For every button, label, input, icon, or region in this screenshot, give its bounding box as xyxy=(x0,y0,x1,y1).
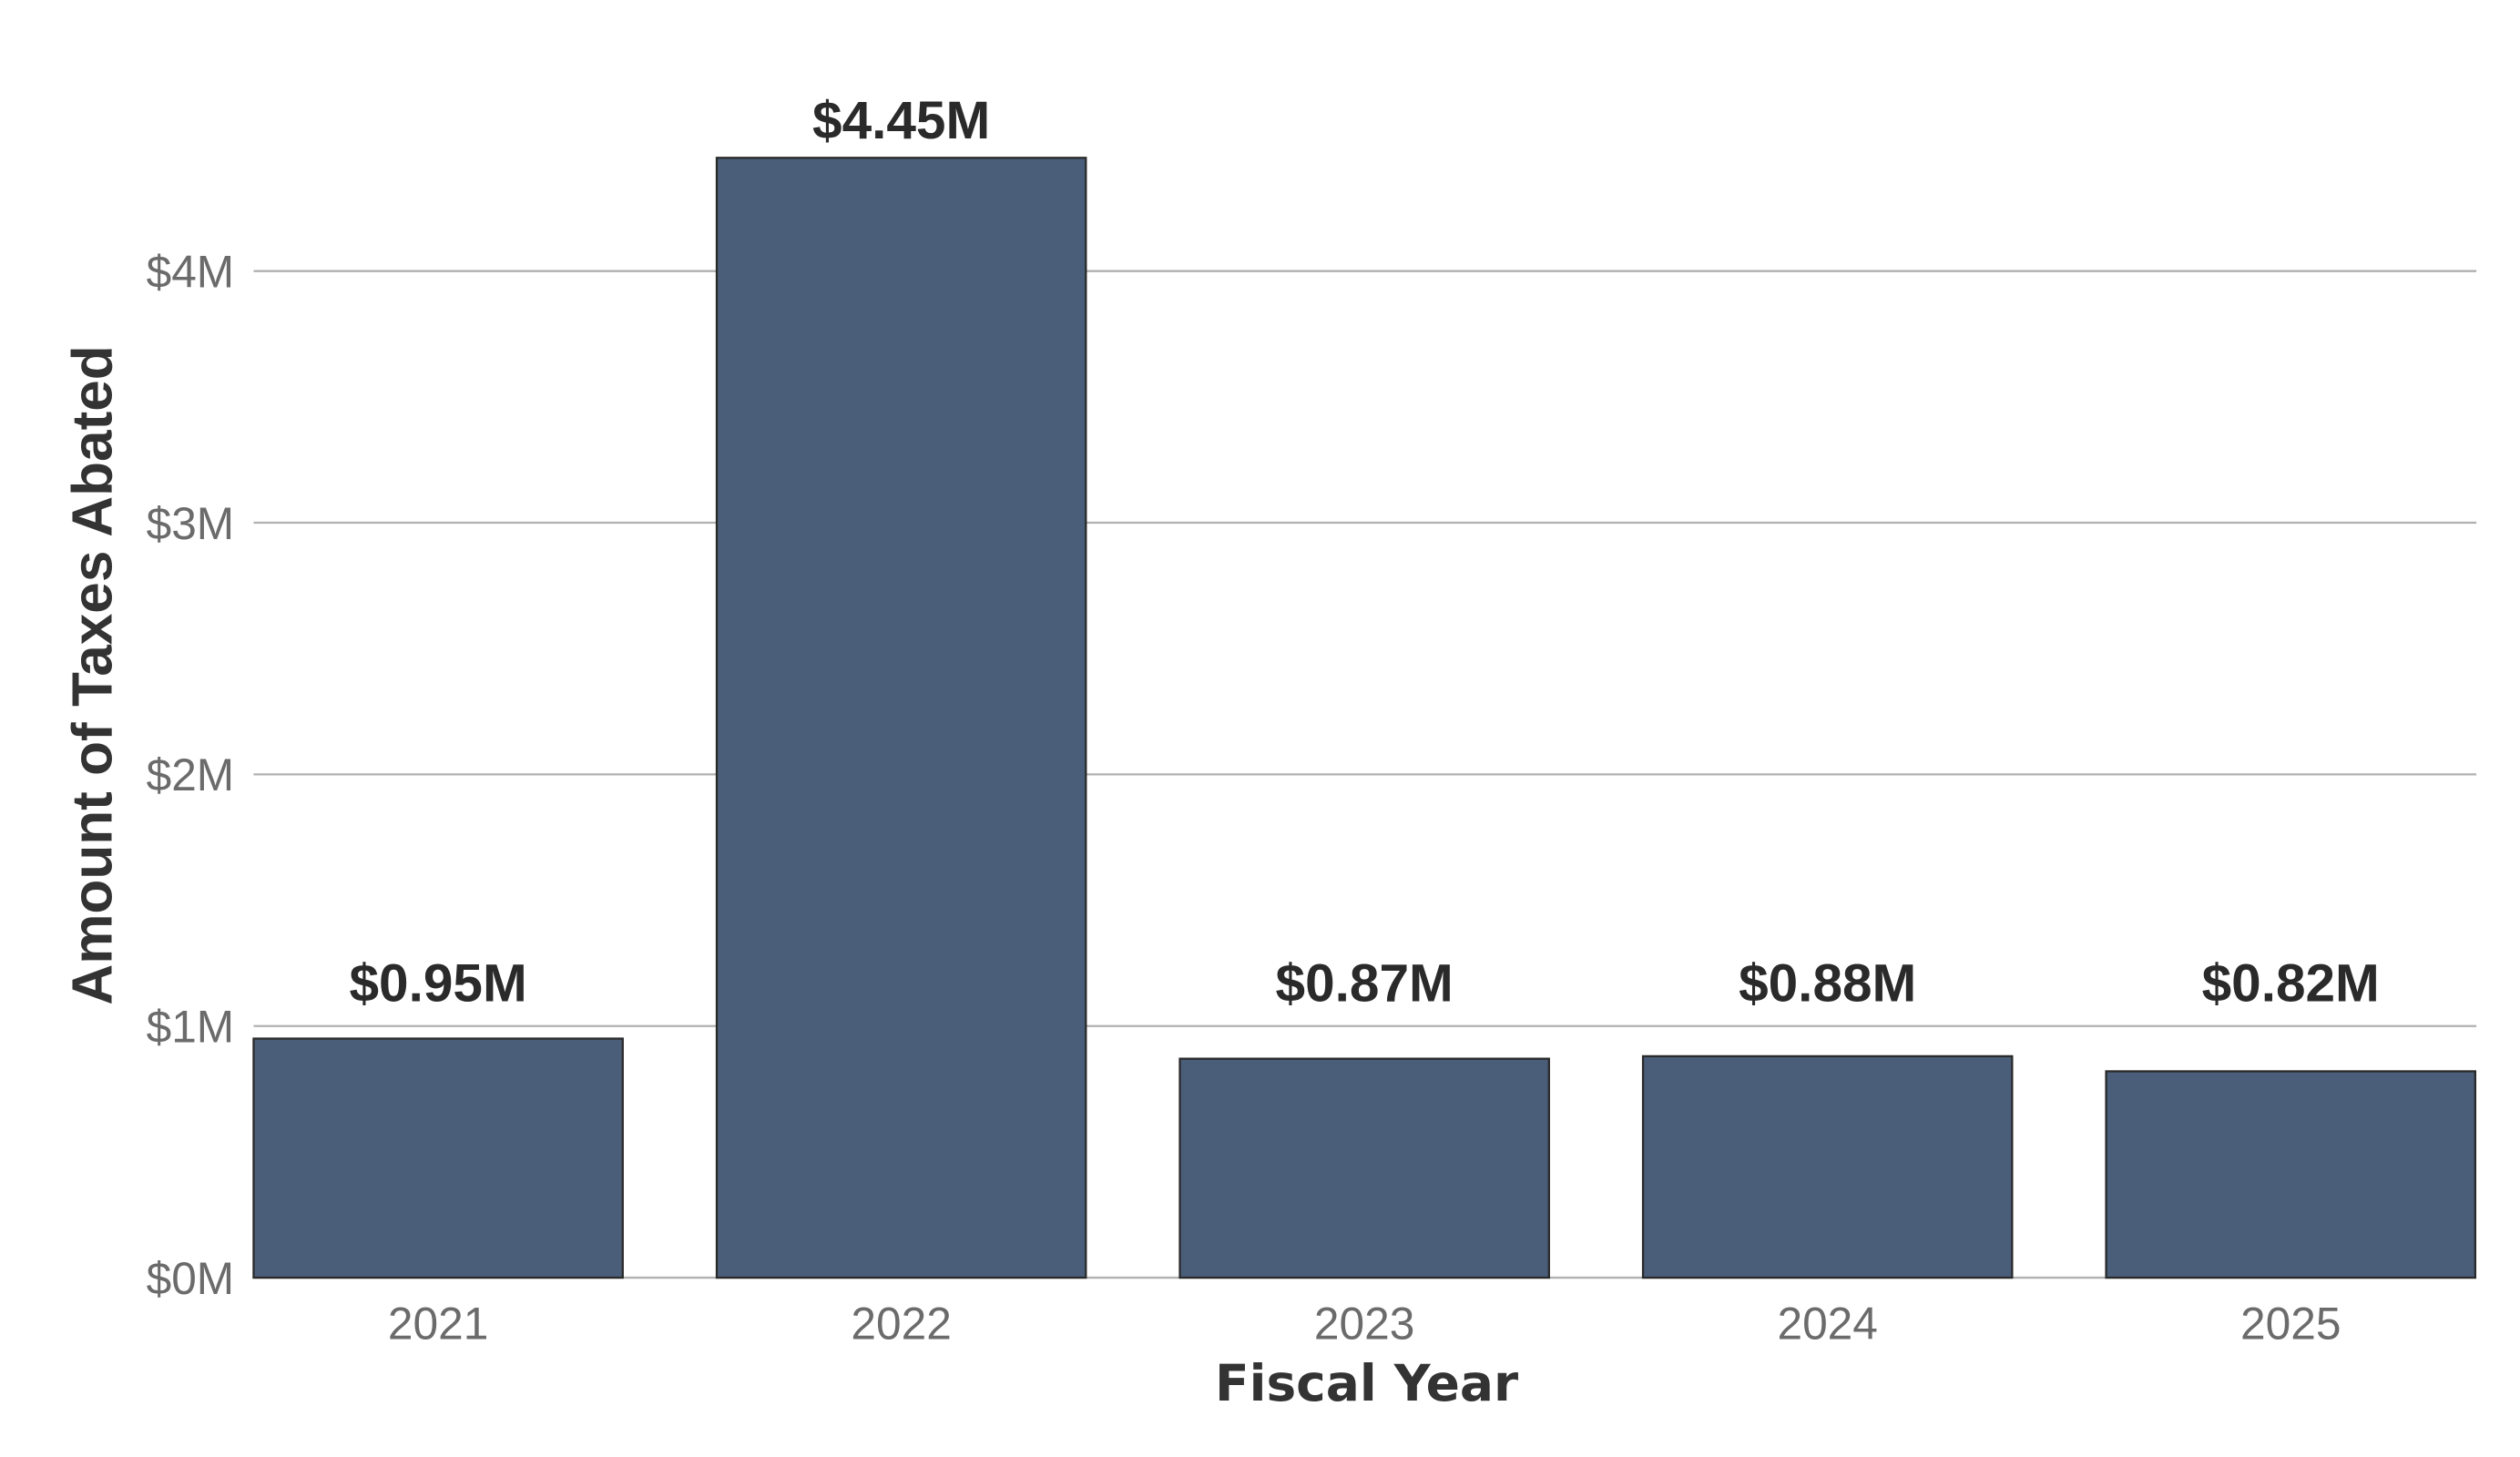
bars: $0.95M $4.45M $0.87M $0.88M $0.82M xyxy=(252,91,2477,1279)
data-label-2023: $0.87M xyxy=(1276,954,1454,1014)
data-label-2022: $4.45M xyxy=(812,91,990,150)
x-tick-label: 2021 xyxy=(388,1298,488,1349)
x-tick-label: 2022 xyxy=(851,1298,951,1349)
y-axis-title: Amount of Taxes Abated xyxy=(61,345,124,1004)
y-tick-label: $1M xyxy=(147,1001,235,1052)
data-label-2024: $0.88M xyxy=(1739,954,1916,1014)
y-tick-label: $2M xyxy=(147,749,235,800)
bar-2022 xyxy=(715,157,1087,1279)
bar-2023 xyxy=(1178,1057,1550,1279)
y-tick-label: $4M xyxy=(147,246,235,297)
y-tick-label: $0M xyxy=(147,1253,235,1304)
x-axis-ticks: 2021 2022 2023 2024 2025 xyxy=(388,1298,2341,1349)
data-label-2025: $0.82M xyxy=(2202,954,2380,1014)
x-tick-label: 2025 xyxy=(2240,1298,2341,1349)
bar-2024 xyxy=(1641,1055,2014,1279)
x-tick-label: 2023 xyxy=(1314,1298,1414,1349)
x-tick-label: 2024 xyxy=(1777,1298,1877,1349)
y-tick-label: $3M xyxy=(147,498,235,549)
x-axis-title: Fiscal Year xyxy=(1215,1354,1518,1412)
data-label-2021: $0.95M xyxy=(350,954,527,1014)
bar-2025 xyxy=(2105,1070,2477,1279)
bar-2021 xyxy=(252,1037,624,1279)
y-axis-ticks: $0M $1M $2M $3M $4M xyxy=(147,246,235,1303)
